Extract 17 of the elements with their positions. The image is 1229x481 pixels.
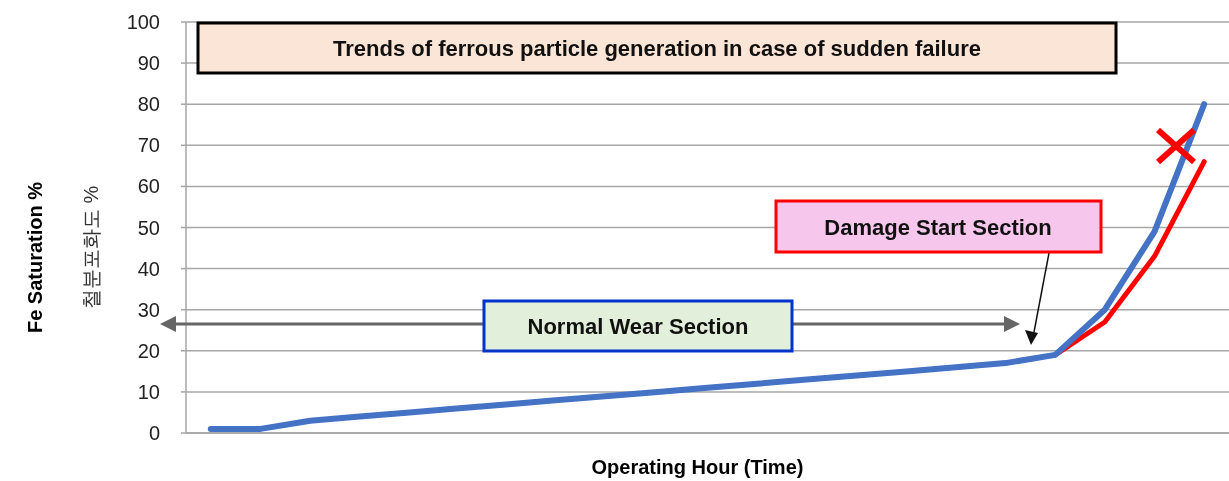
y-tick-label: 0	[148, 422, 160, 444]
y-tick-label: 40	[137, 257, 160, 280]
y-tick-label: 90	[137, 52, 160, 75]
text: Trends of ferrous particle generation in case of sudden failure	[333, 36, 981, 61]
y-tick-label: 30	[137, 298, 160, 321]
y-tick-label: 20	[137, 339, 160, 362]
y-tick-label: 60	[137, 175, 160, 198]
y-tick-label: 70	[137, 134, 160, 157]
y-axis-title: Fe Saturation %	[24, 181, 46, 334]
y-tick-label: 50	[137, 216, 160, 239]
annotation: Normal Wear Section	[527, 314, 749, 339]
text: 철분포화도 %	[80, 185, 102, 310]
y-tick-label: 10	[137, 380, 160, 403]
annotation: Damage Start Section	[824, 215, 1052, 240]
y-tick-label: 80	[137, 93, 160, 116]
y-tick-label: 100	[126, 11, 160, 33]
x-axis-title: Operating Hour (Time)	[591, 456, 804, 478]
